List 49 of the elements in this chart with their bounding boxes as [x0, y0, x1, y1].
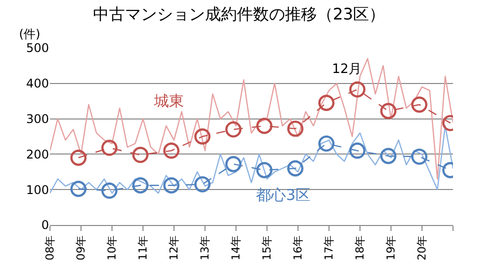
point — [163, 142, 180, 159]
point — [380, 102, 396, 120]
point — [132, 146, 148, 164]
x-tick-label: 10年 — [106, 235, 119, 260]
point — [225, 156, 242, 172]
point — [411, 96, 428, 113]
y-tick-label: 0 — [41, 218, 49, 232]
annotation: 城東 — [153, 92, 184, 110]
point — [101, 182, 118, 199]
line-series — [50, 58, 453, 180]
point — [380, 148, 396, 164]
x-tick-label: 11年 — [136, 235, 150, 260]
point — [411, 148, 428, 165]
point — [194, 128, 211, 145]
point — [287, 160, 304, 176]
y-tick-label: 300 — [26, 112, 49, 126]
y-tick-label: 400 — [26, 76, 49, 91]
point — [287, 120, 304, 137]
x-tick-label: 13年 — [198, 235, 212, 260]
point — [163, 177, 180, 194]
point — [318, 94, 334, 111]
x-tick-label: 09年 — [74, 235, 88, 260]
x-tick-label: 14年 — [230, 235, 243, 260]
x-tick-label: 15年 — [260, 235, 274, 260]
x-tick-label: 08年 — [44, 235, 57, 260]
y-axis-title: (件) — [19, 27, 40, 41]
y-tick-label: 100 — [26, 182, 49, 197]
annotation: 都心3区 — [256, 186, 311, 204]
point — [256, 118, 272, 134]
point — [349, 142, 366, 159]
x-tick-label: 18年 — [354, 235, 367, 260]
y-tick-label: 500 — [26, 41, 49, 56]
x-tick-label: 19年 — [384, 235, 398, 260]
point — [70, 180, 87, 197]
x-tick-label: 16年 — [292, 235, 305, 260]
x-tick-label: 12年 — [168, 235, 181, 260]
x-tick-label: 20年 — [416, 235, 429, 260]
point — [194, 176, 211, 192]
chart-title: 中古マンション成約件数の推移（23区） — [92, 4, 386, 24]
point — [101, 140, 118, 156]
x-tick-label: 17年 — [322, 235, 336, 260]
point — [256, 162, 272, 178]
y-tick-label: 200 — [26, 147, 49, 162]
point — [225, 121, 242, 138]
point — [132, 177, 148, 194]
point — [70, 150, 87, 166]
point — [318, 135, 334, 152]
point — [349, 81, 366, 98]
annotation: 12月 — [332, 62, 362, 77]
